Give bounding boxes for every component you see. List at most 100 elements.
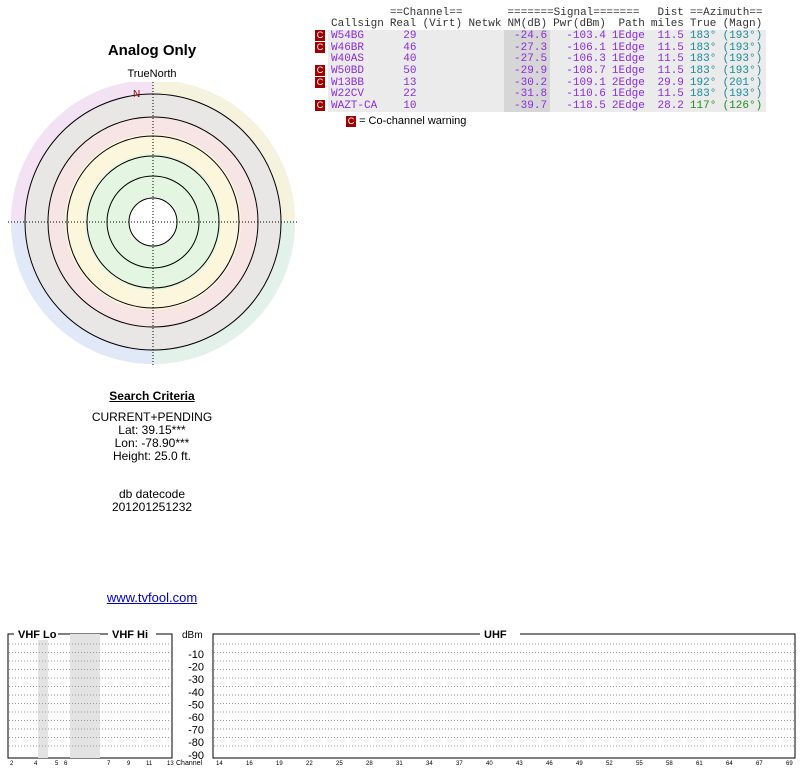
table-row: C W54BG 29 -24.6 -103.4 1Edge 11.5 183° (193°) [312,30,766,42]
dbm-tick-label: -60 [188,712,204,724]
table-row: W22CV 22 -31.8 -110.6 1Edge 11.5 183° (193°) [312,89,766,100]
uhf-channel-tick: 52 [606,761,613,767]
north-marker: N [133,89,140,100]
search-criteria: Search Criteria CURRENT+PENDING Lat: 39.… [40,390,264,514]
cochannel-legend: C = Co-channel warning [346,115,466,127]
virt-cell [419,30,466,42]
real-cell: 22 [386,89,420,100]
miles-cell: 29.9 [647,77,687,89]
nm-cell: -30.2 [504,77,551,89]
callsign-cell: W50BD [328,65,387,77]
vhf-lo-channel-tick: 2 [10,761,14,767]
real-cell: 50 [386,65,420,77]
virt-cell [419,42,466,54]
criteria-height: Height: 25.0 ft. [112,449,192,463]
uhf-channel-tick: 58 [666,761,673,767]
pwr-cell: -118.5 [550,100,609,112]
real-cell: 40 [386,54,420,65]
uhf-channel-tick: 55 [636,761,643,767]
virt-cell [419,65,466,77]
band-label-vhf-lo: VHF Lo [18,629,57,641]
band-label-uhf-bg [480,628,520,640]
pwr-cell: -103.4 [550,30,609,42]
dbm-unit-label: dBm [182,630,203,641]
vhf-hi-channel-tick: 7 [107,761,111,767]
col-netwk: Netwk [468,18,502,30]
uhf-channel-tick: 69 [786,761,793,767]
uhf-channel-tick: 64 [726,761,733,767]
dist-group-header: Dist [657,7,684,19]
co-cell: C [312,42,328,54]
table-row: W40AS 40 -27.5 -106.3 1Edge 11.5 183° (193°) [312,54,766,65]
compass-label: TrueNorth [127,68,177,80]
vhf-lo-gap [38,634,48,758]
col-callsign: Callsign [331,18,384,30]
nm-cell: -39.7 [504,100,551,112]
az-true-cell: 183° [686,42,720,54]
criteria-lat: Lat: 39.15*** [118,423,186,437]
callsign-cell: W22CV [328,89,387,100]
channel-group-header: ==Channel== [389,7,463,19]
table-row: C WAZT-CA 10 -39.7 -118.5 2Edge 28.2 117° (126°) [312,100,766,112]
path-cell: 1Edge [608,42,648,54]
virt-cell [419,54,466,65]
station-table: ==Channel== =======Signal======= Dist ==… [312,8,766,112]
netwk-cell [465,100,505,112]
miles-cell: 11.5 [647,30,687,42]
co-cell: C [312,77,328,89]
pwr-cell: -109.1 [550,77,609,89]
callsign-cell: W13BB [328,77,387,89]
uhf-channel-tick: 31 [396,761,403,767]
virt-cell [419,100,466,112]
table-row: C W46BR 46 -27.3 -106.1 1Edge 11.5 183° (193°) [312,42,766,54]
az-true-cell: 183° [686,89,720,100]
dbm-tick-label: -30 [188,674,204,686]
netwk-cell [465,30,505,42]
co-cell [312,89,328,100]
co-cell: C [312,65,328,77]
uhf-channel-tick: 49 [576,761,583,767]
virt-cell [419,89,466,100]
miles-cell: 11.5 [647,65,687,77]
spectrum-chart: VHF Lo VHF Hi UHFdBm-10-20-30-40-50-60-70-… [7,628,796,767]
radar-plot: N [8,82,298,367]
real-cell: 29 [386,30,420,42]
nm-cell: -27.3 [504,42,551,54]
uhf-channel-tick: 22 [306,761,313,767]
criteria-heading: Search Criteria [109,389,195,403]
uhf-channel-tick: 34 [426,761,433,767]
callsign-cell: WAZT-CA [328,100,387,112]
col-virt: (Virt) [422,18,463,30]
vhf-hi-channel-tick: 9 [127,761,131,767]
table-row: C W50BD 50 -29.9 -108.7 1Edge 11.5 183° (193°) [312,65,766,77]
netwk-cell [465,89,505,100]
dbm-tick-label: -10 [188,649,204,661]
vhf-lo-channel-tick: 6 [64,761,68,767]
col-true: True [689,18,717,30]
uhf-channel-tick: 14 [216,761,223,767]
uhf-channel-tick: 25 [336,761,343,767]
path-cell: 1Edge [608,65,648,77]
table-column-header: Callsign Real (Virt) Netwk NM(dB) Pwr(dB… [312,19,766,30]
vhf-hi-channel-tick: 13 [167,761,174,767]
uhf-channel-tick: 40 [486,761,493,767]
path-cell: 1Edge [608,54,648,65]
path-cell: 1Edge [608,89,648,100]
criteria-lon: Lon: -78.90*** [114,436,190,450]
signal-group-header: =======Signal======= [507,7,640,19]
nm-cell: -24.6 [504,30,551,42]
miles-cell: 28.2 [647,100,687,112]
channel-axis-label: Channel [176,760,203,767]
dbm-tick-label: -70 [188,725,204,737]
az-magn-cell: (193°) [719,42,766,54]
path-cell: 2Edge [608,100,648,112]
netwk-cell [465,65,505,77]
dbm-tick-label: -20 [188,662,204,674]
virt-cell [419,77,466,89]
az-true-cell: 192° [686,77,720,89]
uhf-channel-tick: 61 [696,761,703,767]
tvfool-link[interactable]: www.tvfool.com [106,590,198,605]
band-label-vhf-hi: VHF Hi [112,629,148,641]
pwr-cell: -110.6 [550,89,609,100]
az-magn-cell: (193°) [719,65,766,77]
